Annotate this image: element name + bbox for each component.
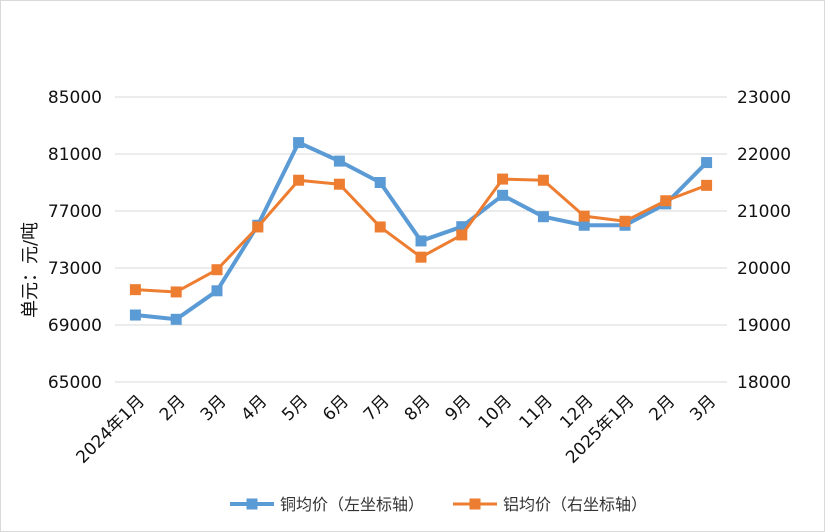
data-point: [252, 221, 264, 233]
left-y-tick-label: 81000: [48, 145, 102, 165]
data-point: [333, 178, 345, 190]
data-point: [374, 177, 386, 188]
left-y-tick-label: 73000: [48, 259, 102, 279]
data-point: [701, 179, 713, 191]
right-y-tick-label: 19000: [737, 316, 791, 336]
left-y-tick-label: 69000: [48, 316, 102, 336]
right-y-tick-label: 20000: [737, 259, 791, 279]
legend-item-aluminum: 铝均价（右坐标轴）: [453, 495, 647, 514]
data-point: [293, 137, 305, 149]
data-point: [578, 219, 590, 231]
data-point: [129, 284, 141, 296]
data-point: [701, 157, 713, 169]
legend: 铜均价（左坐标轴） 铝均价（右坐标轴）: [230, 495, 647, 514]
legend-marker: [246, 498, 258, 510]
legend-marker: [469, 498, 481, 510]
left-y-tick-label: 77000: [48, 202, 102, 222]
left-y-tick-label: 85000: [48, 88, 102, 108]
left-y-axis: 65000 69000 73000 77000 81000 85000: [48, 88, 102, 393]
data-point: [537, 174, 549, 186]
series-group: [129, 137, 713, 325]
left-y-tick-label: 65000: [48, 373, 102, 393]
data-point: [619, 215, 631, 227]
data-point: [415, 251, 427, 263]
data-point: [374, 221, 386, 233]
right-y-tick-label: 23000: [737, 88, 791, 108]
data-point: [129, 309, 141, 321]
data-point: [211, 285, 223, 297]
legend-label: 铝均价（右坐标轴）: [503, 495, 647, 514]
right-y-tick-label: 21000: [737, 202, 791, 222]
legend-label: 铜均价（左坐标轴）: [280, 495, 424, 514]
data-point: [537, 211, 549, 223]
data-point: [415, 235, 427, 247]
data-point: [170, 313, 182, 325]
data-point: [293, 174, 305, 186]
data-point: [211, 264, 223, 276]
data-point: [170, 286, 182, 298]
right-y-axis: 18000 19000 20000 21000 22000 23000: [737, 88, 791, 393]
data-point: [660, 195, 672, 207]
data-point: [578, 210, 590, 222]
data-point: [456, 229, 468, 241]
y-axis-label: 单元：元/吨: [20, 222, 41, 318]
right-y-tick-label: 22000: [737, 145, 791, 165]
data-point: [497, 173, 509, 185]
data-point: [333, 155, 345, 167]
right-y-tick-label: 18000: [737, 373, 791, 393]
data-point: [497, 189, 509, 201]
legend-item-copper: 铜均价（左坐标轴）: [230, 495, 424, 514]
data-point: [456, 221, 468, 233]
